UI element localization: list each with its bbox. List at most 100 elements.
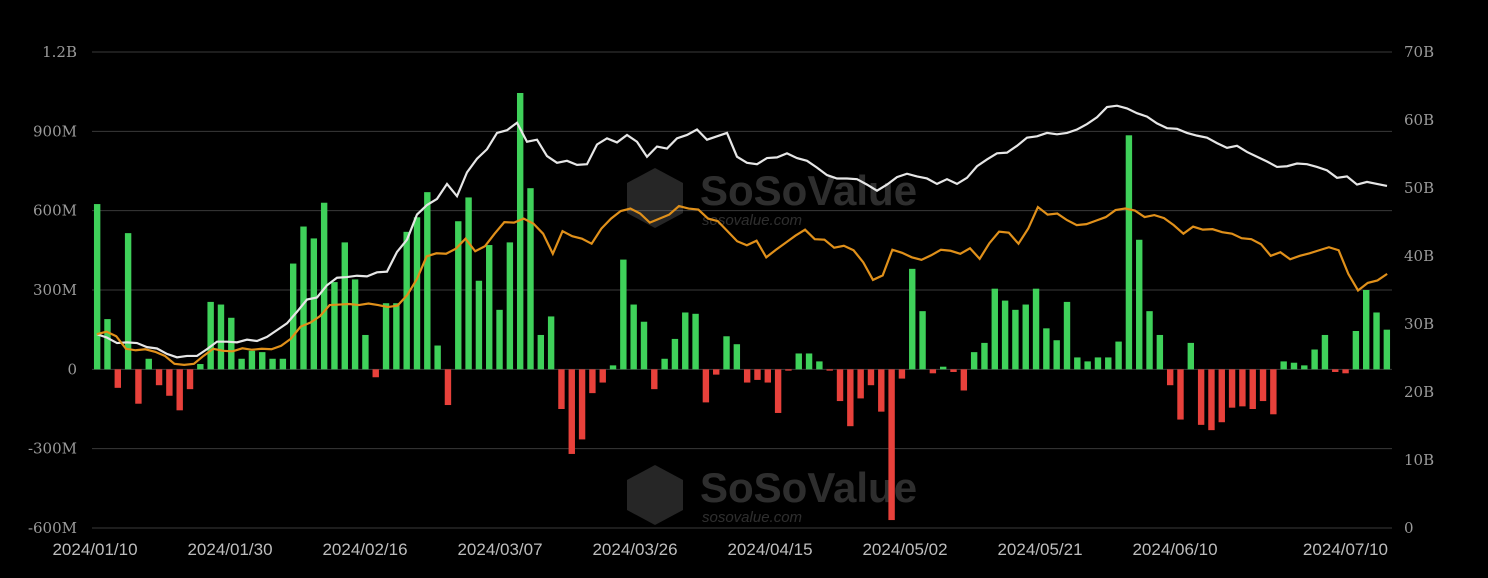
inflow-bar: [1001, 300, 1009, 370]
inflow-bar: [475, 280, 483, 370]
outflow-bar: [166, 369, 173, 396]
outflow-bar: [743, 369, 751, 383]
outflow-bar: [774, 369, 782, 413]
inflow-bar: [733, 344, 741, 370]
inflow-bar: [805, 353, 813, 370]
x-axis-tick-label: 2024/04/15: [727, 540, 812, 559]
inflow-bar: [362, 334, 369, 370]
inflow-bar: [279, 358, 287, 370]
left-axis-tick-label: -600M: [28, 519, 77, 537]
outflow-bar: [176, 369, 183, 411]
inflow-bar: [197, 364, 204, 370]
inflow-bar: [939, 366, 947, 370]
outflow-bar: [960, 369, 968, 391]
inflow-bar: [1043, 328, 1050, 370]
outflow-bar: [651, 369, 658, 390]
outflow-bar: [878, 369, 885, 412]
outflow-bar: [1218, 369, 1225, 423]
watermark-brand: SoSoValue: [700, 167, 917, 214]
x-axis-tick-label: 2024/01/10: [52, 540, 137, 559]
inflow-bar: [609, 365, 617, 370]
left-axis-tick-label: 1.2B: [42, 43, 77, 61]
inflow-bar: [909, 268, 916, 370]
left-axis-tick-label: 300M: [33, 281, 77, 299]
inflow-bar: [455, 221, 462, 370]
inflow-bar: [238, 358, 245, 370]
inflow-bar: [547, 316, 555, 370]
inflow-bar: [413, 217, 421, 370]
inflow-bar: [403, 231, 410, 370]
inflow-bar: [1373, 312, 1380, 370]
outflow-bar: [1197, 369, 1205, 425]
watermark-brand: SoSoValue: [700, 464, 917, 511]
outflow-bar: [950, 369, 957, 372]
inflow-bar: [692, 313, 699, 370]
inflow-bar: [1074, 357, 1081, 370]
inflow-bar: [320, 202, 328, 370]
outflow-bar: [713, 369, 720, 375]
right-axis-tick-label: 60B: [1404, 111, 1434, 129]
outflow-bar: [372, 369, 379, 378]
left-axis-tick-label: 600M: [33, 202, 77, 220]
inflow-bar: [1032, 288, 1040, 370]
inflow-bar: [1280, 361, 1287, 370]
inflow-bar: [1321, 334, 1329, 370]
left-axis-tick-label: 900M: [33, 122, 77, 140]
right-axis-tick-label: 20B: [1404, 383, 1434, 401]
outflow-bar: [1270, 369, 1277, 415]
outflow-bar: [826, 369, 833, 371]
inflow-bar: [630, 304, 637, 370]
watermark-bottom: SoSoValue sosovalue.com: [627, 464, 917, 526]
inflow-bar: [1105, 357, 1112, 370]
inflow-bar: [970, 352, 978, 370]
inflow-bar: [537, 334, 545, 370]
x-axis-tick-label: 2024/06/10: [1132, 540, 1217, 559]
total-net-assets-line: [96, 104, 1388, 359]
outflow-bar: [114, 369, 121, 388]
inflow-bar: [620, 259, 627, 370]
inflow-bar: [393, 303, 400, 370]
outflow-bar: [898, 369, 906, 379]
inflow-bar: [217, 304, 225, 370]
outflow-bar: [785, 369, 792, 371]
inflow-bar: [93, 204, 101, 370]
inflow-bar: [1383, 329, 1391, 370]
outflow-bar: [1177, 369, 1184, 420]
inflow-bar: [991, 288, 998, 370]
outflow-bar: [867, 369, 875, 386]
right-y-axis: 70B 60B 50B 40B 30B 20B 10B 0: [1404, 43, 1434, 537]
inflow-bar: [465, 197, 472, 370]
inflow-bar: [310, 238, 318, 370]
left-axis-tick-label: 0: [67, 360, 77, 378]
outflow-bar: [1239, 369, 1246, 407]
inflow-bar: [1352, 330, 1360, 370]
outflow-bar: [186, 369, 194, 390]
inflow-bar: [723, 336, 730, 370]
x-axis-tick-label: 2024/03/26: [592, 540, 677, 559]
outflow-bar: [836, 369, 844, 402]
inflow-bar: [486, 245, 493, 370]
inflow-bar: [228, 317, 235, 370]
x-axis: 2024/01/10 2024/01/30 2024/02/16 2024/03/07…: [52, 540, 1388, 559]
inflow-bar: [434, 345, 441, 370]
inflow-bar: [1063, 301, 1071, 370]
inflow-bar: [1084, 361, 1091, 370]
inflow-bar: [671, 338, 679, 370]
inflow-bar: [104, 319, 111, 370]
inflow-bar: [351, 279, 359, 370]
outflow-bar: [568, 369, 575, 454]
outflow-bar: [1228, 369, 1236, 408]
outflow-bar: [589, 369, 596, 394]
x-axis-tick-label: 2024/05/02: [862, 540, 947, 559]
outflow-bar: [1166, 369, 1174, 386]
inflow-bar: [527, 188, 534, 370]
right-axis-tick-label: 50B: [1404, 179, 1434, 197]
x-axis-tick-label: 2024/03/07: [457, 540, 542, 559]
outflow-bar: [444, 369, 452, 406]
outflow-bar: [754, 369, 761, 380]
inflow-bar: [331, 282, 338, 370]
inflow-bar: [382, 303, 390, 370]
inflow-bar: [1301, 365, 1308, 370]
